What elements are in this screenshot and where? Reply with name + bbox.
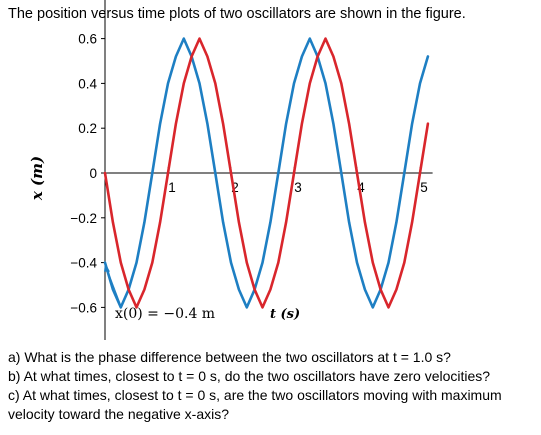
x-tick-label: 3 [294,180,302,195]
y-tick-label: −0.4 [70,256,97,271]
question-b: b) At what times, closest to t = 0 s, do… [8,368,491,384]
question-a: a) What is the phase difference between … [8,349,451,365]
x-tick-labels: 1 2 3 4 5 [168,180,428,195]
y-tick-label: −0.6 [70,300,97,315]
annotation-pointer-line [105,266,122,307]
x-tick-label: 2 [231,180,239,195]
x-tick-label: 1 [168,180,176,195]
question-c: c) At what times, closest to t = 0 s, ar… [8,387,502,403]
x-axis-label: t (s) [270,307,300,322]
y-tick-label: 0.4 [78,76,97,91]
initial-position-annotation: x(0) = −0.4 m [115,306,215,322]
y-tick-label: −0.2 [70,211,97,226]
y-axis-label: x (m) [28,156,46,201]
annotation-arrowhead [104,262,110,272]
x-tick-label: 5 [420,180,428,195]
problem-intro: The position versus time plots of two os… [8,6,466,22]
series-line-2 [103,37,430,309]
x-tick-label: 4 [357,180,365,195]
series-group [103,37,430,309]
question-c-continued: velocity toward the negative x-axis? [8,406,229,422]
y-tick-label: 0.2 [78,121,97,136]
y-tick-labels: 0.80.60.40.20−0.2−0.4−0.6−0.8 [70,0,97,315]
y-tick-label: 0 [89,166,97,181]
y-tick-label: 0.6 [78,32,97,47]
question-list: a) What is the phase difference between … [8,348,538,424]
series-line-1 [103,37,430,309]
annotation-group [104,262,122,307]
chart-axes [101,0,433,340]
y-tick-label: 0.8 [78,0,97,2]
